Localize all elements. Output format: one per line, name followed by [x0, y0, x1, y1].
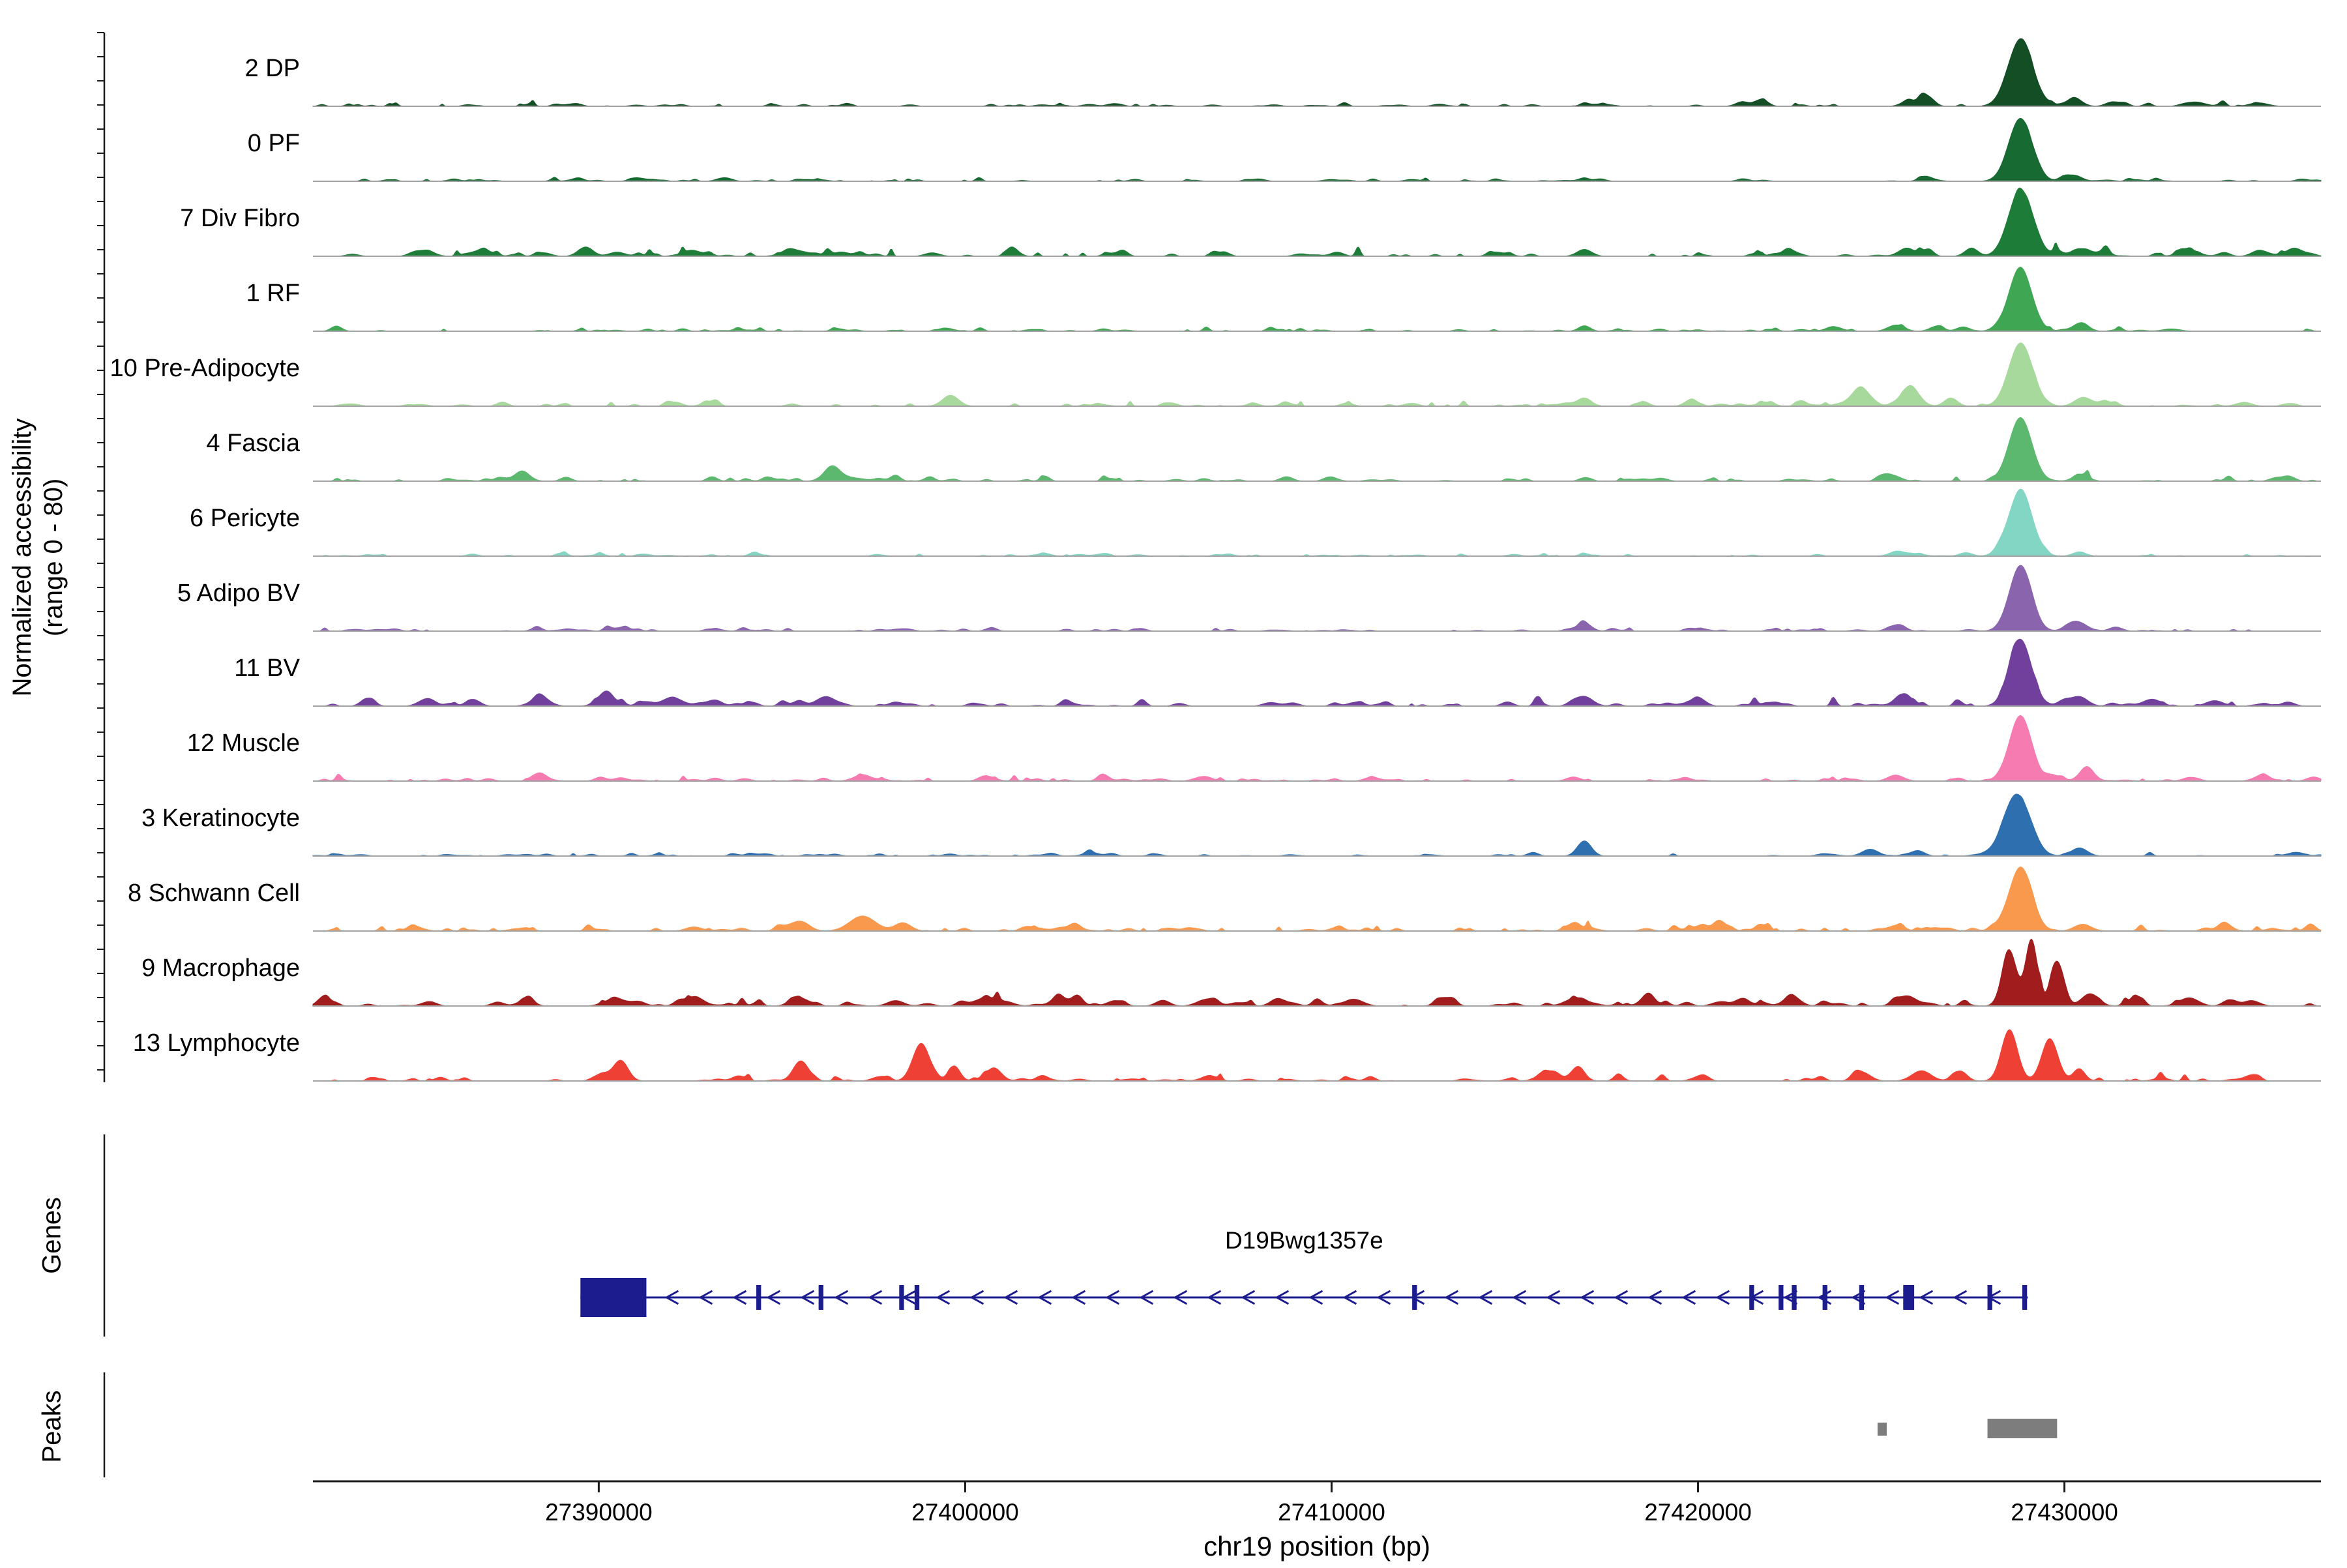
gene-strand-arrow: [1308, 1290, 1323, 1305]
gene-strand-arrow: [1275, 1290, 1290, 1305]
gene-exon: [756, 1285, 761, 1310]
gene-strand-arrow: [868, 1290, 883, 1305]
track-signal: [313, 417, 2322, 482]
peak-region: [1987, 1419, 2058, 1438]
track-signal: [313, 117, 2322, 182]
gene-strand-arrow: [1512, 1290, 1527, 1305]
track-label: 12 Muscle: [187, 730, 300, 757]
gene-exon: [1987, 1285, 1992, 1310]
track-signal: [312, 938, 2322, 1007]
track-signal: [313, 715, 2322, 782]
x-axis-tick-label: 27390000: [545, 1499, 653, 1526]
gene-strand-arrow: [1953, 1290, 1968, 1305]
x-axis-tick-label: 27410000: [1278, 1499, 1385, 1526]
x-axis-title: chr19 position (bp): [1203, 1531, 1430, 1561]
genes-section-label: Genes: [37, 1197, 66, 1274]
gene-exon: [1749, 1285, 1754, 1310]
x-axis-tick-label: 27430000: [2011, 1499, 2118, 1526]
gene-strand-arrow: [1003, 1290, 1018, 1305]
gene-strand-arrow: [1105, 1290, 1120, 1305]
gene-strand-arrow: [1241, 1290, 1256, 1305]
track-label: 0 PF: [248, 130, 300, 157]
gene-strand-arrow: [834, 1290, 849, 1305]
track-label: 11 BV: [234, 655, 300, 682]
track-signal: [313, 866, 2322, 932]
gene-strand-arrow: [1681, 1290, 1696, 1305]
gene-exon: [2022, 1285, 2028, 1310]
gene-strand-arrow: [1715, 1290, 1730, 1305]
gene-strand-arrow: [698, 1290, 713, 1305]
track-label: 10 Pre-Adipocyte: [110, 355, 301, 382]
track-signal: [313, 187, 2322, 257]
track-signal: [312, 793, 2322, 857]
gene-strand-arrow: [1139, 1290, 1154, 1305]
gene-exon: [1859, 1285, 1865, 1310]
gene-strand-arrow: [800, 1290, 815, 1305]
gene-exon: [1792, 1285, 1797, 1310]
track-label: 7 Div Fibro: [180, 205, 300, 232]
gene-strand-arrow: [1919, 1290, 1934, 1305]
track-label: 9 Macrophage: [141, 954, 300, 982]
track-signal: [313, 1029, 2321, 1082]
gene-strand-arrow: [664, 1290, 679, 1305]
gene-strand-arrow: [1580, 1290, 1595, 1305]
track-signal: [313, 638, 2321, 707]
track-signal: [313, 565, 2321, 632]
track-label: 3 Keratinocyte: [141, 805, 300, 832]
track-signal: [312, 38, 2321, 107]
gene-exon: [914, 1285, 920, 1310]
gene-strand-arrow: [1885, 1290, 1900, 1305]
gene-strand-arrow: [732, 1290, 747, 1305]
gene-exon: [818, 1285, 823, 1310]
track-label: 13 Lymphocyte: [133, 1029, 300, 1057]
track-label: 1 RF: [246, 280, 300, 307]
track-label: 2 DP: [245, 55, 300, 82]
track-signal: [313, 342, 2321, 407]
x-axis-tick-label: 27400000: [911, 1499, 1019, 1526]
y-axis-label-line1: Normalized accessibility: [8, 418, 37, 697]
gene-strand-arrow: [1546, 1290, 1561, 1305]
gene-exon: [899, 1285, 904, 1310]
gene-strand-arrow: [1037, 1290, 1052, 1305]
x-axis-tick-label: 27420000: [1644, 1499, 1752, 1526]
gene-strand-arrow: [1173, 1290, 1188, 1305]
gene-strand-arrow: [766, 1290, 781, 1305]
gene-strand-arrow: [1071, 1290, 1086, 1305]
y-axis-label: Normalized accessibility (range 0 - 80): [7, 419, 69, 697]
track-signal: [313, 488, 2321, 557]
gene-strand-arrow: [969, 1290, 984, 1305]
gene-strand-arrow: [1207, 1290, 1222, 1305]
gene-strand-arrow: [1614, 1290, 1629, 1305]
track-label: 5 Adipo BV: [177, 580, 301, 607]
peaks-section-label: Peaks: [37, 1390, 66, 1463]
gene-strand-arrow: [1478, 1290, 1493, 1305]
gene-first-exon: [580, 1278, 647, 1317]
track-label: 8 Schwann Cell: [128, 880, 300, 907]
gene-name: D19Bwg1357e: [1225, 1227, 1383, 1254]
gene-exon: [1903, 1285, 1915, 1310]
track-label: 4 Fascia: [206, 430, 300, 457]
gene-exon: [1822, 1285, 1827, 1310]
gene-strand-arrow: [936, 1290, 951, 1305]
gene-exon: [1779, 1285, 1784, 1310]
gene-strand-arrow: [1444, 1290, 1459, 1305]
gene-strand-arrow: [1647, 1290, 1662, 1305]
gene-strand-arrow: [1342, 1290, 1357, 1305]
y-axis-label-line2: (range 0 - 80): [39, 478, 68, 637]
peak-region: [1877, 1423, 1887, 1436]
track-signal: [313, 267, 2321, 332]
track-label: 6 Pericyte: [190, 505, 300, 532]
gene-exon: [1412, 1285, 1417, 1310]
gene-strand-arrow: [1376, 1290, 1391, 1305]
